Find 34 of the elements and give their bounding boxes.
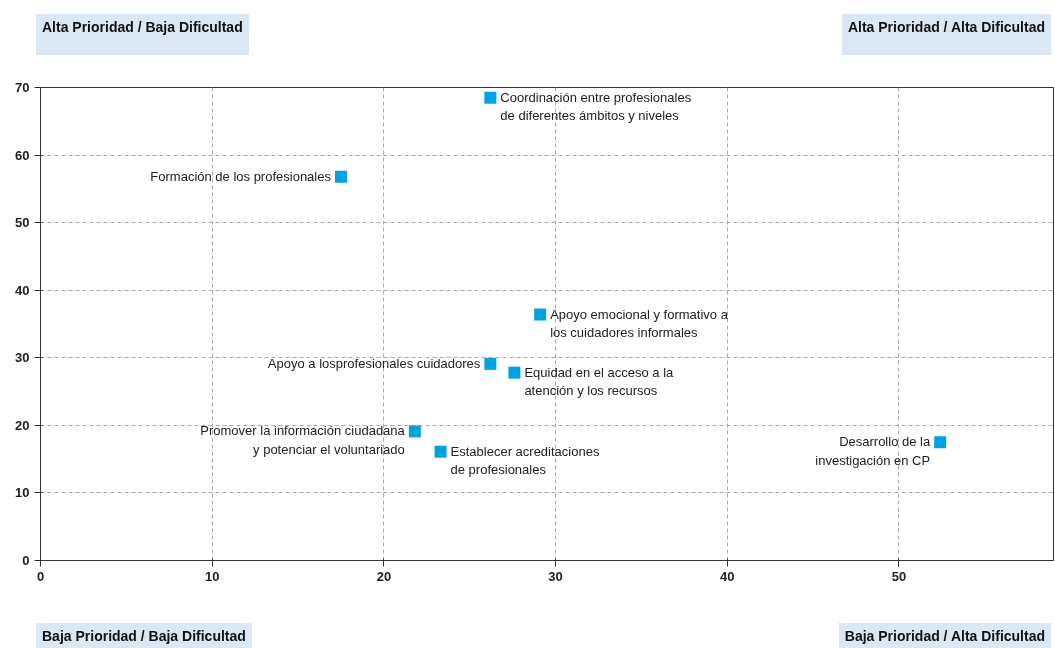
- point: [434, 445, 447, 458]
- annotation: Equidad en el acceso a la atención y los recursos: [524, 364, 675, 399]
- annotation: Establecer acreditaciones de profesionales: [450, 443, 600, 478]
- text: Baja Prioridad / Alta Dificultad: [844, 627, 1045, 646]
- point: [484, 91, 497, 104]
- annotation: Formación de los profesionales: [150, 168, 332, 184]
- x-tick-label: 10: [204, 568, 220, 584]
- point: [534, 308, 547, 321]
- annotation: Desarrollo de la investigación en CP: [815, 434, 931, 468]
- x-tick-label: 50: [891, 568, 907, 584]
- text: Baja Prioridad / Baja Dificultad: [42, 627, 246, 646]
- point: [408, 425, 421, 438]
- y-tick-label: 50: [15, 215, 30, 231]
- text: Alta Prioridad / Alta Dificultad: [847, 18, 1045, 37]
- x-tick-label: 20: [376, 568, 392, 584]
- annotation: Apoyo a losprofesionales cuidadores: [267, 355, 481, 371]
- y-tick-label: 40: [15, 282, 30, 298]
- text: Alta Prioridad / Baja Dificultad: [42, 18, 243, 37]
- annotation: Apoyo emocional y formativo a los cuidadores informales: [550, 306, 729, 341]
- x-tick-label: 40: [720, 568, 735, 584]
- annotation: Promover la información ciudadana y potenciar el voluntariado: [200, 423, 406, 458]
- y-tick-label: 0: [22, 553, 30, 568]
- y-tick-label: 30: [15, 350, 30, 366]
- point: [334, 170, 347, 183]
- x-tick-label: 0: [36, 568, 45, 584]
- point: [508, 366, 521, 379]
- y-tick-label: 10: [15, 485, 30, 501]
- point: [934, 436, 947, 449]
- x-tick-label: 30: [548, 568, 563, 584]
- annotation: Coordinación entre profesionales de diferentes ámbitos y niveles: [500, 89, 692, 124]
- y-tick-label: 70: [15, 80, 30, 95]
- y-tick-label: 20: [15, 417, 30, 433]
- y-tick-label: 60: [15, 147, 30, 163]
- point: [484, 357, 497, 370]
